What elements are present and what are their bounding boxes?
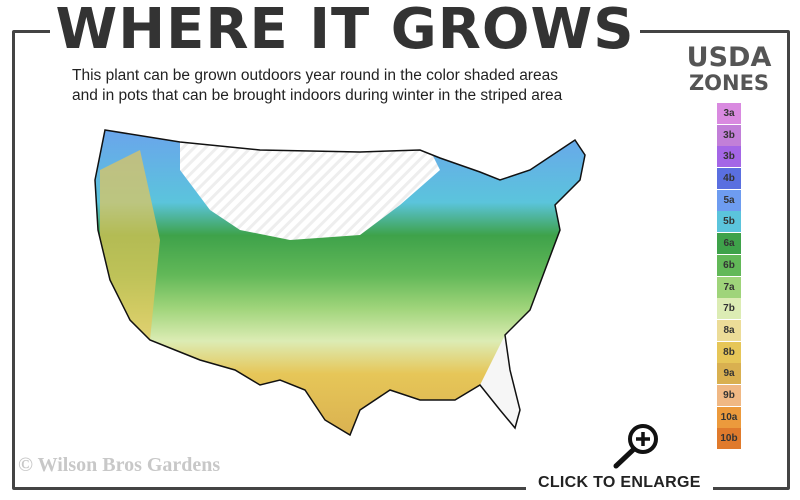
florida-area — [480, 335, 530, 435]
legend-zone-5a: 5a — [717, 189, 741, 211]
striped-container-area — [180, 130, 440, 240]
legend-zone-6a: 6a — [717, 233, 741, 255]
us-outline — [94, 129, 586, 437]
legend-title-line-1: USDA — [686, 42, 772, 73]
page-title: WHERE IT GROWS — [50, 0, 640, 60]
legend-zone-9a: 9a — [717, 363, 741, 385]
watermark: © Wilson Bros Gardens — [18, 454, 221, 476]
usda-zone-map[interactable] — [60, 110, 620, 440]
legend-zone-7a: 7a — [717, 276, 741, 298]
legend-zone-8a: 8a — [717, 319, 741, 341]
legend-zone-8b: 8b — [717, 341, 741, 363]
subtitle-line-2: and in pots that can be brought indoors … — [72, 87, 563, 104]
magnifier-plus-icon[interactable] — [610, 422, 664, 470]
subtitle: This plant can be grown outdoors year ro… — [72, 66, 632, 106]
zone-legend: 3a 3b 3b 4b 5a 5b 6a 6b 7a 7b 8a 8b 9a 9b 10a 10b — [717, 103, 741, 450]
legend-zone-7b: 7b — [717, 298, 741, 320]
legend-zone-9b: 9b — [717, 384, 741, 406]
legend-zone-10a: 10a — [717, 406, 741, 428]
legend-zone-5b: 5b — [717, 211, 741, 233]
legend-zone-10b: 10b — [717, 428, 741, 450]
legend-zone-3b: 3b — [717, 124, 741, 146]
legend-zone-3b: 3b — [717, 146, 741, 168]
legend-zone-6b: 6b — [717, 254, 741, 276]
legend-title-line-2: ZONES — [688, 71, 770, 95]
legend-title: USDA ZONES — [672, 44, 786, 94]
legend-zone-4b: 4b — [717, 168, 741, 190]
subtitle-line-1: This plant can be grown outdoors year ro… — [72, 67, 558, 84]
legend-zone-3a: 3a — [717, 103, 741, 124]
click-to-enlarge-button[interactable]: CLICK TO ENLARGE — [526, 474, 713, 492]
